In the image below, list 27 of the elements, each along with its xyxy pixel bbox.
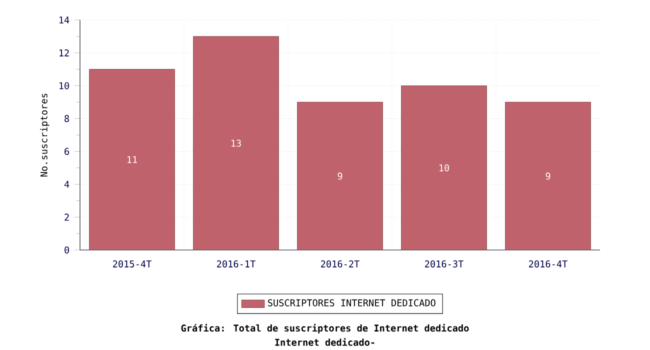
text: Gráfica: Total de suscriptores de Internet dedicado	[181, 324, 469, 334]
legend-label: SUSCRIPTORES INTERNET DEDICADO	[268, 299, 436, 306]
bar	[89, 68, 175, 250]
data-label: 13	[232, 140, 241, 147]
bar	[193, 36, 279, 250]
x-tick-label: 2015-4T	[113, 260, 152, 268]
x-tick-label: 2016-4T	[529, 260, 568, 268]
y-tick-label: 4	[64, 180, 70, 188]
x-tick-label: 2016-2T	[321, 260, 360, 268]
x-tick-label: 2016-1T	[217, 260, 256, 268]
data-label: 9	[546, 172, 550, 180]
y-tick-label: 6	[64, 148, 70, 155]
y-axis-title: No.suscriptores	[40, 94, 50, 176]
bar	[401, 85, 487, 250]
data-label: 9	[338, 172, 342, 180]
bar	[505, 102, 591, 250]
y-tick-label: 12	[60, 49, 69, 56]
y-tick-label: 10	[60, 82, 70, 90]
x-tick-label: 2016-3T	[425, 260, 464, 268]
data-label: 10	[440, 164, 450, 172]
y-tick-label: 8	[64, 114, 70, 122]
bar	[297, 102, 383, 250]
y-tick-label: 0	[64, 246, 70, 254]
text: Internet dedicado-	[275, 338, 374, 346]
y-tick-label: 2	[64, 214, 69, 220]
y-tick-label: 14	[60, 16, 70, 24]
data-label: 11	[128, 156, 137, 163]
